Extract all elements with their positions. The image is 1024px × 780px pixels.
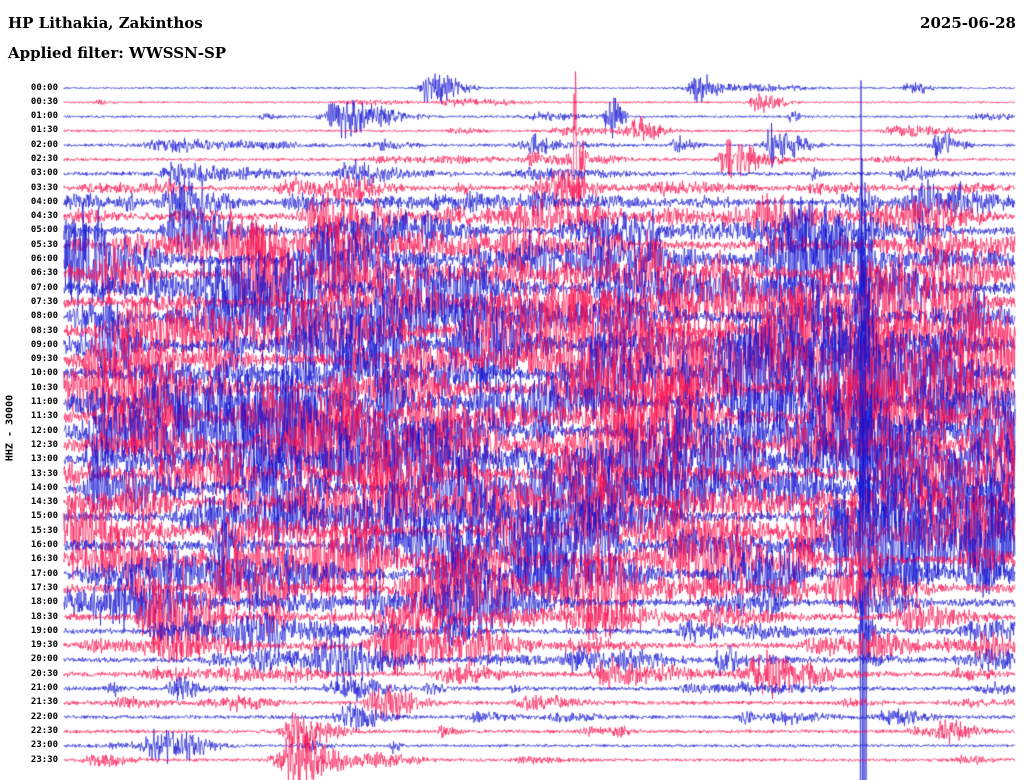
time-label: 22:30 <box>30 725 58 736</box>
time-label: 06:30 <box>30 268 58 279</box>
time-label: 07:00 <box>30 282 58 293</box>
time-label: 11:00 <box>30 397 58 408</box>
time-label: 02:00 <box>30 139 58 150</box>
time-label: 17:00 <box>30 568 58 579</box>
report-date: 2025-06-28 <box>920 14 1016 32</box>
time-label: 01:00 <box>30 111 58 122</box>
time-label: 02:30 <box>30 153 58 164</box>
time-label: 17:30 <box>30 582 58 593</box>
time-label: 16:00 <box>30 540 58 551</box>
time-label: 16:30 <box>30 554 58 565</box>
time-label: 05:00 <box>30 225 58 236</box>
time-label: 08:30 <box>30 325 58 336</box>
time-label: 01:30 <box>30 125 58 136</box>
time-label: 05:30 <box>30 239 58 250</box>
time-label: 09:00 <box>30 339 58 350</box>
time-label: 00:00 <box>30 82 58 93</box>
time-label: 23:30 <box>30 754 58 765</box>
time-label: 12:30 <box>30 439 58 450</box>
time-label: 07:30 <box>30 296 58 307</box>
time-label: 13:00 <box>30 454 58 465</box>
time-label: 03:00 <box>30 168 58 179</box>
time-label: 14:00 <box>30 482 58 493</box>
time-label: 11:30 <box>30 411 58 422</box>
time-label: 00:30 <box>30 96 58 107</box>
time-label: 18:00 <box>30 597 58 608</box>
time-label: 12:00 <box>30 425 58 436</box>
time-label: 08:00 <box>30 311 58 322</box>
time-label: 22:00 <box>30 711 58 722</box>
time-label: 19:00 <box>30 625 58 636</box>
time-label: 04:30 <box>30 211 58 222</box>
time-label: 18:30 <box>30 611 58 622</box>
station-title: HP Lithakia, Zakinthos <box>8 14 203 32</box>
time-label: 14:30 <box>30 497 58 508</box>
time-label: 20:30 <box>30 668 58 679</box>
time-label: 13:30 <box>30 468 58 479</box>
time-label: 10:30 <box>30 382 58 393</box>
time-label: 21:30 <box>30 697 58 708</box>
time-label: 09:30 <box>30 354 58 365</box>
time-label: 15:00 <box>30 511 58 522</box>
time-label: 19:30 <box>30 640 58 651</box>
time-label: 10:00 <box>30 368 58 379</box>
filter-label: Applied filter: WWSSN-SP <box>8 44 227 62</box>
time-label: 21:00 <box>30 683 58 693</box>
time-label: 06:00 <box>30 254 58 265</box>
time-label: 04:00 <box>30 196 58 207</box>
time-label: 23:00 <box>30 740 58 751</box>
time-label: 20:00 <box>30 654 58 665</box>
time-label: 03:30 <box>30 182 58 193</box>
time-label: 15:30 <box>30 525 58 536</box>
